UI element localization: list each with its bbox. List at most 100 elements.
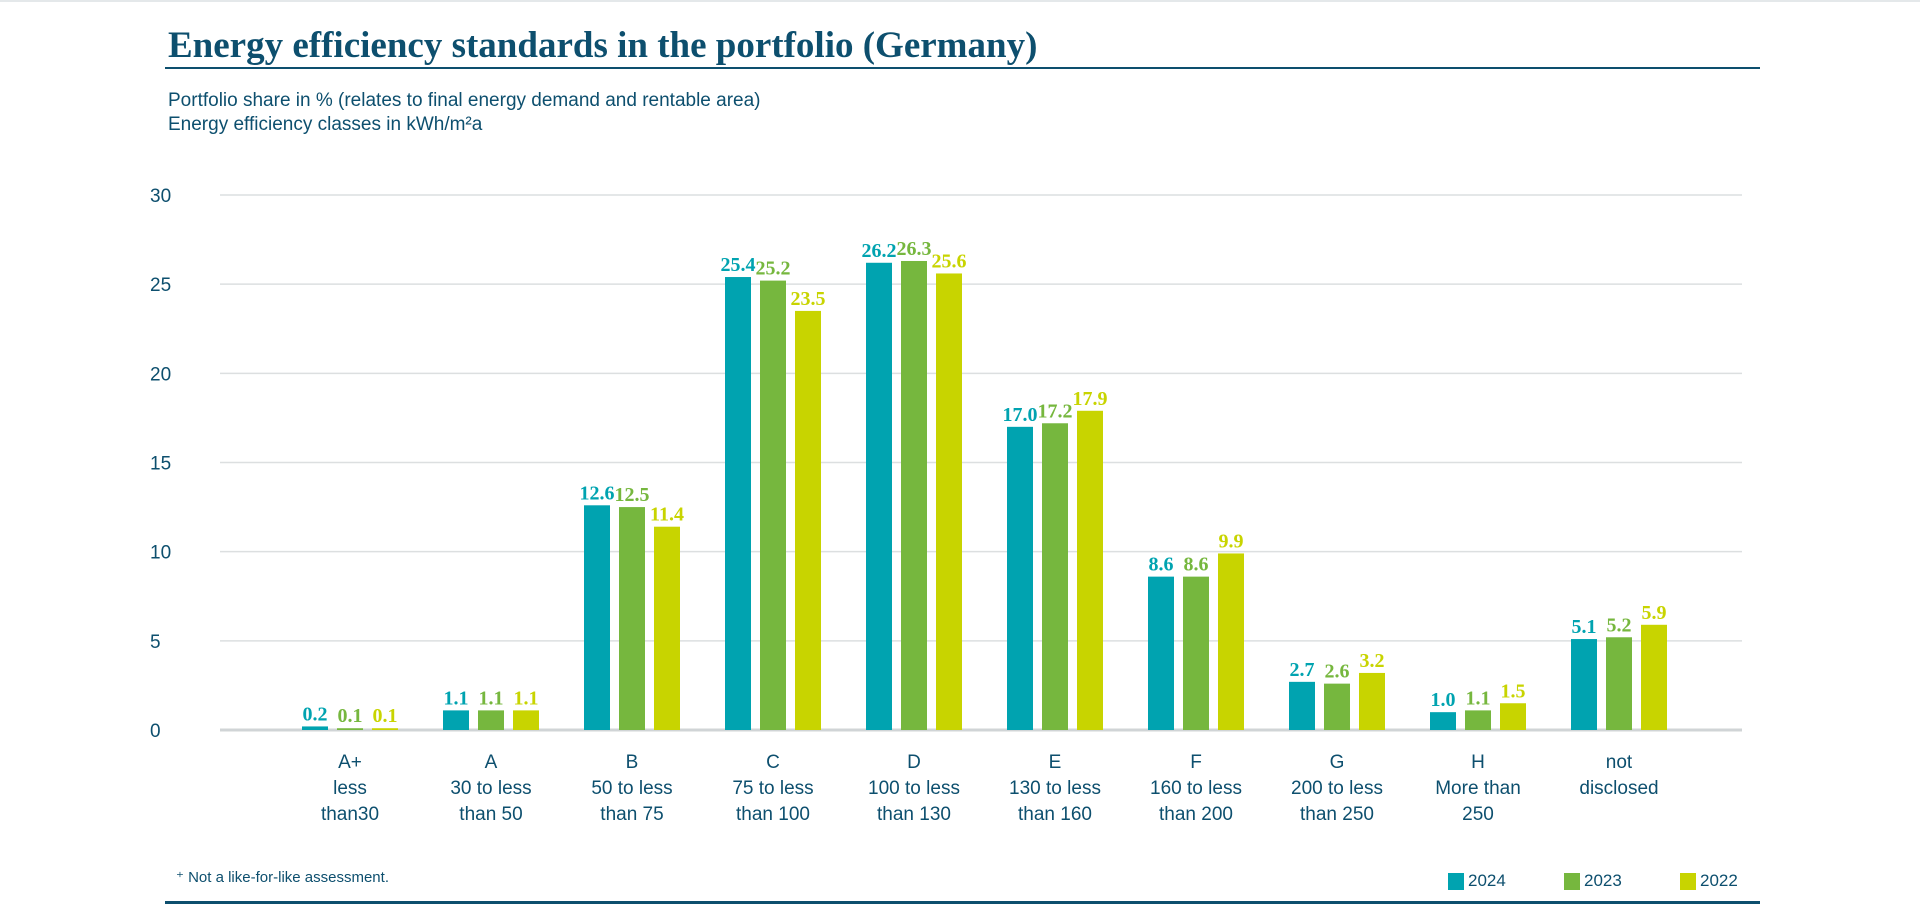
x-tick-label: 200 to less	[1291, 778, 1383, 799]
data-label: 23.5	[791, 288, 826, 310]
legend-swatch	[1680, 872, 1696, 890]
y-tick-label: 0	[150, 721, 161, 742]
bar-2023	[1042, 423, 1068, 730]
y-tick-label: 15	[150, 454, 171, 475]
data-label: 12.6	[580, 482, 615, 504]
bar-2024	[302, 726, 328, 730]
bar-2024	[1007, 426, 1033, 730]
page-title: Energy efficiency standards in the portf…	[168, 25, 1038, 66]
data-label: 0.1	[373, 705, 398, 727]
x-tick-label: 100 to less	[868, 778, 960, 799]
bar-2022	[1077, 410, 1103, 730]
x-tick-label: 160 to less	[1150, 778, 1242, 799]
x-tick-label: A+	[338, 752, 362, 773]
data-label: 0.2	[303, 703, 328, 725]
x-tick-label: 30 to less	[450, 778, 531, 799]
x-tick-label: 250	[1462, 804, 1494, 825]
data-label: 12.5	[615, 484, 650, 506]
x-tick-label: D	[907, 752, 921, 773]
data-label: 17.0	[1003, 404, 1038, 426]
subtitle-line-1: Portfolio share in % (relates to final e…	[168, 90, 761, 111]
bar-2024	[866, 262, 892, 730]
x-tick-label: not	[1606, 752, 1633, 773]
legend-swatch	[1448, 872, 1464, 890]
x-tick-label: than 160	[1018, 804, 1092, 825]
data-label: 1.1	[514, 687, 539, 709]
bar-2023	[478, 710, 504, 730]
legend-swatch	[1564, 872, 1580, 890]
data-label: 3.2	[1360, 650, 1385, 672]
data-label: 1.0	[1431, 689, 1456, 711]
data-label: 1.1	[479, 687, 504, 709]
footnote: ⁺ Not a like-for-like assessment.	[176, 869, 389, 886]
bar-2024	[725, 277, 751, 730]
bar-2023	[619, 507, 645, 730]
data-label: 11.4	[650, 504, 684, 526]
legend-item-2022: 2022	[1680, 871, 1738, 891]
x-tick-label: than 75	[600, 804, 663, 825]
x-tick-label: H	[1471, 752, 1485, 773]
bar-2022	[654, 526, 680, 730]
data-label: 5.1	[1572, 616, 1597, 638]
x-tick-label: less	[333, 778, 367, 799]
data-label: 0.1	[338, 705, 363, 727]
data-label: 1.5	[1501, 680, 1526, 702]
y-tick-label: 20	[150, 364, 171, 385]
legend-label: 2022	[1700, 871, 1738, 890]
data-label: 8.6	[1184, 554, 1209, 576]
legend-label: 2023	[1584, 871, 1622, 890]
x-tick-label: than30	[321, 804, 379, 825]
x-tick-label: than 250	[1300, 804, 1374, 825]
data-label: 1.1	[444, 687, 469, 709]
subtitle-line-2: Energy efficiency classes in kWh/m²a	[168, 114, 483, 135]
bar-2024	[1289, 681, 1315, 730]
x-tick-label: 130 to less	[1009, 778, 1101, 799]
x-tick-label: F	[1190, 752, 1202, 773]
data-label: 25.6	[932, 250, 967, 272]
bottom-rule	[165, 901, 1760, 904]
legend-item-2024: 2024	[1448, 871, 1506, 891]
bar-2022	[1218, 553, 1244, 730]
bar-2024	[1430, 712, 1456, 730]
x-tick-label: 50 to less	[591, 778, 672, 799]
bar-2022	[1500, 703, 1526, 730]
data-label: 17.2	[1038, 400, 1073, 422]
x-tick-label: than 50	[459, 804, 522, 825]
bar-2022	[372, 728, 398, 730]
bar-2024	[443, 710, 469, 730]
bar-2022	[1641, 624, 1667, 730]
bar-2023	[760, 280, 786, 730]
bar-2022	[795, 310, 821, 730]
x-tick-label: A	[485, 752, 498, 773]
legend-item-2023: 2023	[1564, 871, 1622, 891]
data-label: 5.2	[1607, 614, 1632, 636]
data-label: 1.1	[1466, 687, 1491, 709]
bar-2022	[936, 273, 962, 730]
bar-2023	[1606, 637, 1632, 730]
bar-2023	[1465, 710, 1491, 730]
bar-2024	[584, 505, 610, 730]
bar-2022	[1359, 672, 1385, 730]
data-label: 25.4	[721, 254, 756, 276]
data-label: 25.2	[756, 258, 791, 280]
x-tick-label: More than	[1435, 778, 1521, 799]
x-tick-label: 75 to less	[732, 778, 813, 799]
y-tick-label: 25	[150, 275, 171, 296]
bar-2022	[513, 710, 539, 730]
data-label: 26.2	[862, 240, 897, 262]
x-tick-label: than 200	[1159, 804, 1233, 825]
y-tick-label: 30	[150, 186, 171, 207]
top-border	[0, 0, 1920, 2]
bar-2024	[1148, 576, 1174, 730]
x-tick-label: disclosed	[1579, 778, 1658, 799]
data-label: 17.9	[1073, 388, 1108, 410]
data-label: 26.3	[897, 238, 932, 260]
data-label: 2.6	[1325, 661, 1350, 683]
title-rule	[165, 67, 1760, 69]
x-tick-label: E	[1049, 752, 1062, 773]
bar-2023	[1183, 576, 1209, 730]
legend-label: 2024	[1468, 871, 1506, 890]
bar-2024	[1571, 639, 1597, 730]
data-label: 9.9	[1219, 530, 1244, 552]
